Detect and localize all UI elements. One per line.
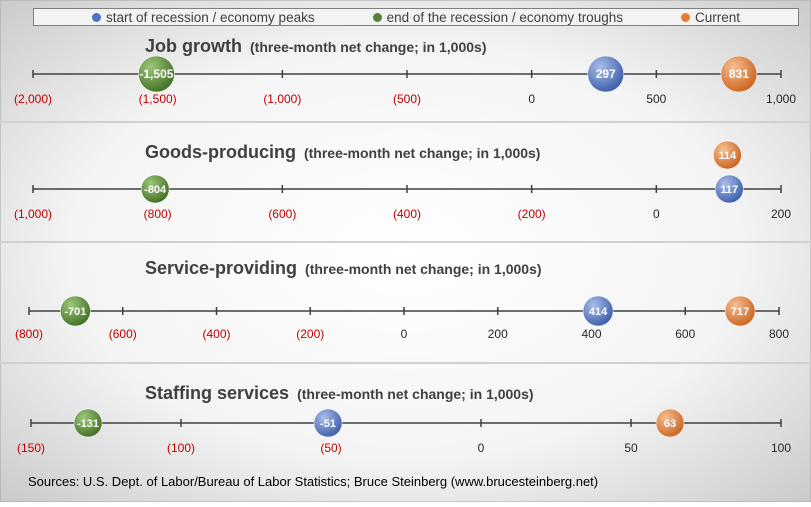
chart-title-text: Job growth — [145, 36, 242, 56]
legend-label-current: Current — [694, 9, 740, 25]
data-point-trough — [140, 174, 170, 204]
tick-label: (150) — [17, 441, 45, 455]
data-label-current: 114 — [719, 150, 738, 162]
tick-label: 400 — [581, 327, 601, 341]
tick-label: (2,000) — [14, 92, 52, 106]
tick-label: 0 — [401, 327, 408, 341]
tick-label: (1,000) — [263, 92, 301, 106]
tick-label: 200 — [488, 327, 508, 341]
data-point-current — [720, 55, 758, 93]
legend-marker-current — [680, 12, 690, 22]
legend-marker-trough — [372, 12, 382, 22]
tick-label: (800) — [144, 207, 172, 221]
data-point-peak — [313, 408, 343, 438]
legend-label-peak: start of recession / economy peaks — [105, 9, 315, 25]
data-point-trough — [138, 55, 175, 93]
legend-marker-peak — [91, 12, 101, 22]
chart-panel: Job growth (three-month net change; in 1,… — [0, 36, 811, 123]
legend-item-trough: end of the recession / economy troughs — [372, 9, 623, 25]
chart-subtitle: (three-month net change; in 1,000s) — [250, 39, 486, 55]
chart-subtitle: (three-month net change; in 1,000s) — [305, 261, 541, 277]
chart-panel: Goods-producing (three-month net change; … — [0, 140, 811, 243]
data-point-current — [724, 295, 756, 327]
tick-label: 50 — [624, 441, 638, 455]
tick-label: (200) — [518, 207, 546, 221]
data-point-trough — [73, 408, 103, 438]
chart-title: Staffing services (three-month net change… — [145, 383, 534, 403]
tick-label: (400) — [202, 327, 230, 341]
chart-title-text: Service-providing — [145, 258, 297, 278]
chart-subtitle: (three-month net change; in 1,000s) — [304, 145, 540, 161]
data-label-peak: -51 — [320, 418, 336, 430]
data-label-current: 717 — [731, 306, 749, 318]
data-label-peak: 297 — [596, 67, 616, 81]
tick-label: (200) — [296, 327, 324, 341]
sources-note: Sources: U.S. Dept. of Labor/Bureau of L… — [28, 474, 599, 489]
tick-label: 1,000 — [766, 92, 796, 106]
data-label-current: 63 — [664, 418, 676, 430]
tick-label: 800 — [769, 327, 789, 341]
tick-label: (800) — [15, 327, 43, 341]
chart-title-text: Staffing services — [145, 383, 289, 403]
data-label-trough: -131 — [77, 418, 99, 430]
tick-label: (50) — [320, 441, 341, 455]
data-label-trough: -701 — [64, 306, 86, 318]
tick-label: 500 — [646, 92, 666, 106]
tick-label: 0 — [478, 441, 485, 455]
tick-label: (400) — [393, 207, 421, 221]
chart-panel: Service-providing (three-month net change… — [0, 258, 811, 364]
tick-label: 0 — [653, 207, 660, 221]
tick-label: (600) — [109, 327, 137, 341]
tick-label: (500) — [393, 92, 421, 106]
data-label-peak: 414 — [589, 306, 608, 318]
tick-label: 600 — [675, 327, 695, 341]
tick-label: (600) — [268, 207, 296, 221]
data-point-current — [713, 140, 742, 170]
tick-label: (100) — [167, 441, 195, 455]
legend: start of recession / economy peaks end o… — [33, 8, 799, 26]
chart-title: Service-providing (three-month net change… — [145, 258, 542, 278]
tick-label: (1,000) — [14, 207, 52, 221]
data-label-trough: -804 — [144, 184, 167, 196]
legend-item-peak: start of recession / economy peaks — [91, 9, 315, 25]
tick-label: 0 — [528, 92, 535, 106]
chart-panel: Staffing services (three-month net change… — [17, 383, 791, 455]
data-point-peak — [587, 55, 624, 93]
data-point-peak — [715, 174, 744, 204]
data-label-trough: -1,505 — [139, 67, 173, 81]
tick-label: 200 — [771, 207, 791, 221]
data-label-current: 831 — [729, 67, 749, 81]
legend-item-current: Current — [680, 9, 740, 25]
chart-panels: Job growth (three-month net change; in 1,… — [0, 36, 811, 455]
data-point-peak — [582, 295, 614, 327]
chart-subtitle: (three-month net change; in 1,000s) — [297, 386, 533, 402]
tick-label: 100 — [771, 441, 791, 455]
legend-label-trough: end of the recession / economy troughs — [386, 9, 623, 25]
data-label-peak: 117 — [720, 184, 738, 196]
tick-label: (1,500) — [139, 92, 177, 106]
chart-title: Goods-producing (three-month net change; … — [145, 142, 540, 162]
data-point-current — [655, 408, 685, 438]
chart-title-text: Goods-producing — [145, 142, 296, 162]
data-point-trough — [60, 295, 91, 327]
chart-title: Job growth (three-month net change; in 1,… — [145, 36, 486, 56]
